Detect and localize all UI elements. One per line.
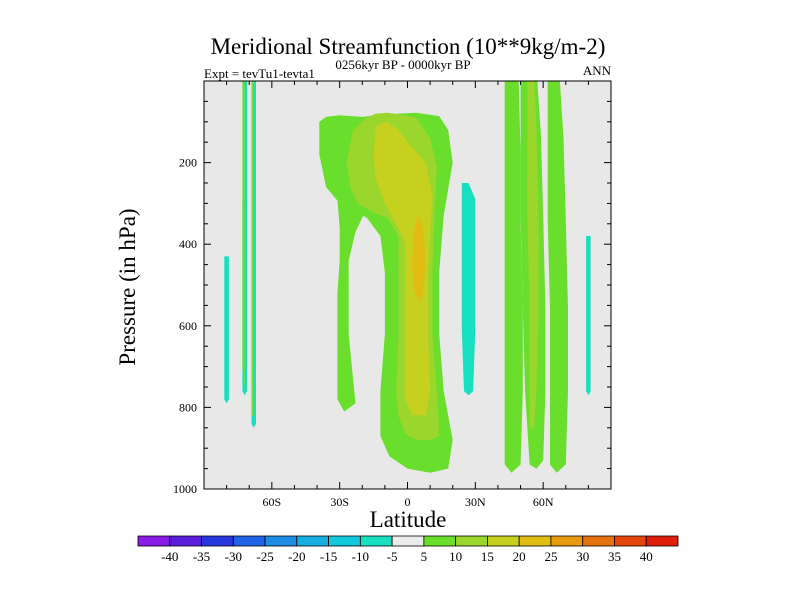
right-label: ANN	[583, 63, 612, 78]
colorbar-label: 20	[513, 549, 526, 564]
contour-region-15	[242, 81, 245, 392]
colorbar-swatch	[487, 535, 520, 547]
colorbar-label: -35	[193, 549, 210, 564]
colorbar-label: 15	[481, 549, 494, 564]
colorbar-swatch	[232, 535, 266, 547]
x-axis-label: Latitude	[370, 507, 447, 532]
center-label: 0256kyr BP - 0000kyr BP	[335, 57, 470, 72]
colorbar-swatch	[582, 535, 615, 547]
colorbar-label: 40	[640, 549, 653, 564]
x-tick-label: 30S	[330, 495, 349, 509]
chart-title: Meridional Streamfunction (10**9kg/m-2)	[211, 34, 606, 59]
x-tick-label: 0	[405, 495, 411, 509]
colorbar-swatch	[296, 535, 329, 547]
colorbar-label: -15	[320, 549, 337, 564]
x-tick-label: 30N	[465, 495, 486, 509]
y-axis-label: Pressure (in hPa)	[115, 208, 140, 365]
y-tick-label: 1000	[173, 482, 197, 496]
colorbar-swatch	[614, 535, 647, 547]
plot-area	[203, 80, 612, 490]
y-tick-label: 200	[179, 156, 197, 170]
colorbar-swatch	[518, 535, 552, 547]
contour-region-3	[504, 81, 523, 473]
colorbar-label: -40	[161, 549, 178, 564]
colorbar-label: -5	[387, 549, 398, 564]
x-tick-label: 60S	[262, 495, 281, 509]
colorbar-label: -30	[225, 549, 242, 564]
contour-region-7	[527, 81, 539, 428]
colorbar-swatch	[455, 535, 488, 547]
contour-regions	[224, 81, 591, 473]
contour-region-5	[547, 81, 568, 473]
y-tick-label: 600	[179, 319, 197, 333]
contour-region-9	[412, 215, 426, 302]
contour-region-11	[224, 256, 229, 404]
colorbar-label: -20	[288, 549, 305, 564]
colorbar-label: 5	[421, 549, 428, 564]
contour-region-16	[251, 81, 254, 416]
colorbar-swatch	[423, 535, 457, 547]
colorbar-swatch	[359, 535, 393, 547]
colorbar-label: -10	[352, 549, 369, 564]
x-tick-label: 60N	[533, 495, 554, 509]
colorbar-swatch	[137, 535, 171, 547]
left-label: Expt = tevTu1-tevta1	[204, 66, 315, 81]
contour-region-8	[373, 121, 433, 416]
colorbar-swatch	[550, 535, 584, 547]
colorbar-label: -25	[256, 549, 273, 564]
contour-region-14	[586, 236, 591, 396]
contour-region-2	[337, 156, 379, 412]
colorbar-label: 25	[544, 549, 557, 564]
colorbar-swatch	[328, 535, 361, 547]
y-axis: 200 400 600 800 1000	[173, 100, 611, 496]
colorbar-swatch	[391, 535, 425, 547]
colorbar-swatch	[645, 535, 679, 547]
colorbar-swatch	[201, 535, 234, 547]
colorbar-swatch	[169, 535, 202, 547]
colorbar-swatch	[264, 535, 298, 547]
contour-region-10	[461, 183, 476, 396]
x-axis: 60S 30S 0 30N 60N	[226, 81, 589, 509]
colorbar-label: 35	[608, 549, 621, 564]
colorbar-label: 30	[576, 549, 589, 564]
colorbar-label: 10	[449, 549, 462, 564]
y-tick-label: 400	[179, 237, 197, 251]
colorbar: -40 -35 -30 -25 -20 -15 -10 -5 5 10 15 20 25 30 35 40	[137, 535, 679, 564]
y-tick-label: 800	[179, 400, 197, 414]
